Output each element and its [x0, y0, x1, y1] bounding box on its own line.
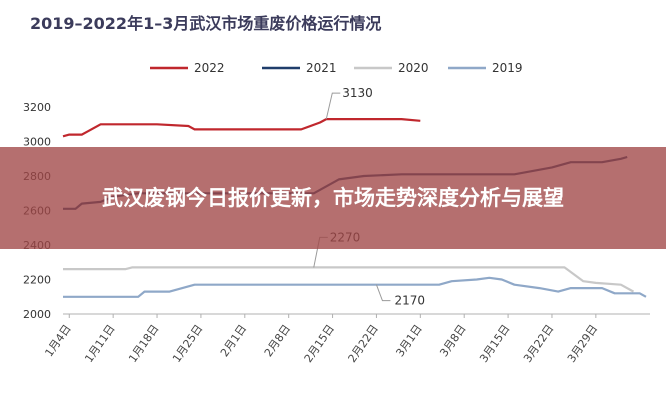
x-tick-label: 1月11日 [82, 322, 117, 365]
x-tick-label: 1月4日 [42, 322, 73, 359]
y-tick-label: 2000 [23, 308, 51, 321]
chart-title: 2019–2022年1–3月武汉市场重废价格运行情况 [30, 14, 382, 33]
annotation-label: 3130 [342, 86, 373, 100]
y-tick-label: 3000 [23, 136, 51, 149]
x-tick-label: 1月25日 [170, 322, 205, 365]
legend-label: 2021 [306, 61, 337, 75]
annotation-leader [375, 284, 391, 302]
legend-label: 2022 [194, 61, 225, 75]
x-tick-label: 2月15日 [302, 322, 337, 365]
y-tick-label: 3200 [23, 101, 51, 114]
headline-banner: 武汉废钢今日报价更新，市场走势深度分析与展望 [0, 147, 666, 249]
series-2019-line [63, 276, 647, 298]
x-tick-label: 3月15日 [477, 322, 512, 365]
series-2022-line [62, 117, 421, 138]
headline-text: 武汉废钢今日报价更新，市场走势深度分析与展望 [102, 186, 564, 210]
x-tick-label: 3月1日 [393, 322, 424, 359]
x-tick-label: 1月18日 [126, 322, 161, 365]
x-tick-label: 3月8日 [437, 322, 468, 359]
series-2020-line [63, 266, 635, 293]
x-tick-label: 3月22日 [521, 322, 556, 365]
x-axis-ticks: 1月4日 1月11日 1月18日 1月25日 2月1日 2月8日 2月15日 2月22日 3月1… [42, 314, 600, 365]
x-tick-label: 2月1日 [218, 322, 249, 359]
legend-label: 2019 [492, 61, 523, 75]
x-tick-label: 3月29日 [565, 322, 600, 365]
legend: 2022 2021 2020 2019 [150, 61, 523, 75]
annotation-label: 2170 [394, 294, 425, 308]
x-tick-label: 2月8日 [262, 322, 293, 359]
x-tick-label: 2月22日 [346, 322, 381, 365]
y-tick-label: 2200 [23, 274, 51, 287]
annotation-leader [325, 92, 341, 120]
legend-label: 2020 [398, 61, 429, 75]
